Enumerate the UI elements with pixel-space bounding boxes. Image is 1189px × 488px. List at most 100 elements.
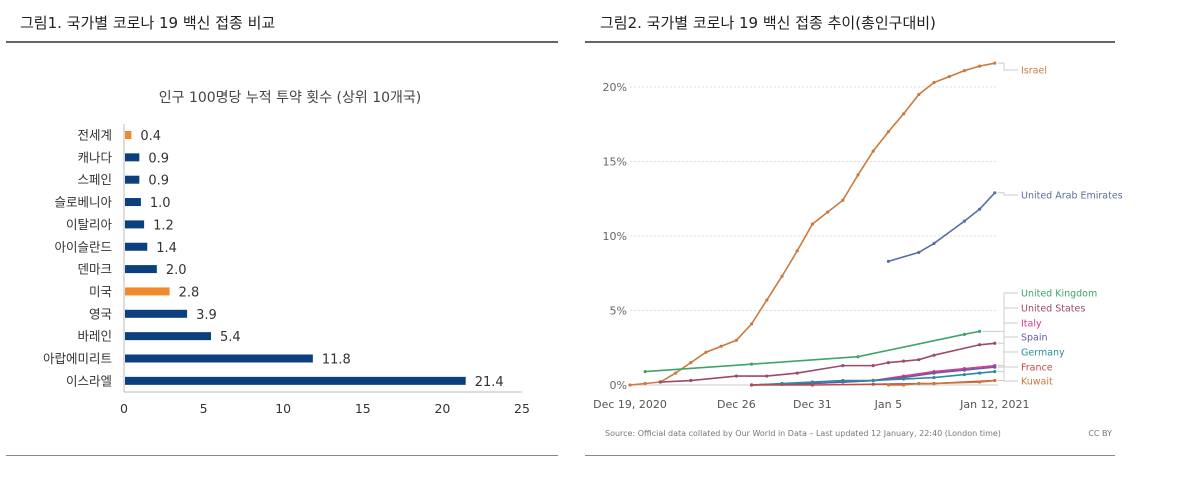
data-point — [856, 173, 860, 177]
data-point — [871, 378, 875, 383]
value-label: 11.8 — [322, 353, 351, 368]
data-point — [750, 383, 754, 387]
data-point — [750, 322, 754, 326]
legend-connector — [997, 307, 1018, 344]
series-line-united-arab-emirates — [888, 192, 996, 263]
legend-label: Italy — [1021, 319, 1042, 330]
data-point — [719, 344, 723, 348]
data-point — [902, 112, 906, 116]
x-tick-label: 20 — [434, 401, 450, 416]
legend-connector — [982, 292, 1018, 332]
value-label: 1.4 — [156, 241, 177, 256]
data-point — [932, 353, 936, 357]
data-point — [993, 365, 997, 369]
figure2-title: 그림2. 국가별 코로나 19 백신 접종 추이(총인구대비) — [600, 14, 936, 32]
data-point — [978, 380, 982, 384]
legend-label: Israel — [1021, 66, 1047, 77]
data-point — [689, 378, 693, 383]
data-point — [962, 332, 967, 336]
legend-connector — [997, 351, 1018, 373]
value-label: 0.4 — [140, 129, 161, 144]
data-point — [750, 362, 754, 366]
legend-connector — [997, 192, 1018, 196]
bar — [125, 242, 148, 251]
bar — [125, 376, 466, 385]
license-label: CC BY — [1088, 429, 1112, 438]
data-point — [643, 369, 647, 374]
data-point — [886, 383, 891, 387]
data-point — [826, 210, 830, 214]
data-point — [993, 191, 997, 195]
bar — [125, 332, 211, 341]
data-point — [917, 250, 921, 254]
value-label: 3.9 — [196, 308, 217, 323]
value-label: 5.4 — [220, 330, 241, 345]
value-label: 0.9 — [148, 151, 169, 166]
category-label: 슬로베니아 — [54, 195, 112, 210]
data-point — [628, 383, 632, 387]
data-point — [962, 368, 967, 372]
legend-label: United States — [1021, 304, 1085, 315]
figure1-bottom-rule — [6, 455, 558, 456]
figure2-bottom-rule — [585, 455, 1115, 456]
data-point — [902, 359, 906, 363]
x-tick-label: Dec 19, 2020 — [593, 398, 667, 411]
legend-label: Spain — [1021, 333, 1048, 344]
legend-label: Germany — [1021, 348, 1065, 359]
data-point — [780, 274, 784, 278]
value-label: 0.9 — [148, 174, 169, 189]
data-point — [902, 383, 906, 387]
y-tick-label: 10% — [603, 230, 627, 243]
data-point — [917, 92, 921, 97]
category-label: 미국 — [89, 284, 112, 299]
x-tick-label: 10 — [275, 401, 291, 416]
data-point — [841, 364, 845, 368]
data-point — [871, 382, 875, 386]
value-label: 1.2 — [153, 218, 174, 233]
legend-connector — [997, 62, 1018, 71]
x-tick-label: Jan 12, 2021 — [959, 398, 1029, 411]
y-tick-label: 5% — [610, 305, 627, 318]
data-point — [689, 361, 693, 365]
x-tick-label: Dec 31 — [793, 398, 832, 411]
x-tick-label: 0 — [120, 401, 128, 416]
data-point — [810, 222, 815, 226]
legend-label: United Kingdom — [1021, 289, 1097, 300]
data-point — [810, 383, 815, 387]
y-tick-label: 15% — [603, 156, 627, 169]
data-point — [795, 371, 799, 375]
series-line-kuwait — [888, 379, 995, 386]
data-point — [978, 371, 982, 375]
data-point — [810, 380, 815, 384]
data-point — [795, 249, 799, 253]
data-point — [886, 361, 891, 365]
bar-chart-title: 인구 100명당 누적 투약 횟수 (상위 10개국) — [159, 90, 421, 106]
data-point — [962, 69, 967, 73]
data-point — [765, 374, 769, 378]
category-label: 아랍에미리트 — [43, 351, 112, 366]
category-label: 전세계 — [77, 128, 112, 143]
y-tick-label: 20% — [603, 81, 627, 94]
data-point — [917, 358, 921, 362]
data-point — [932, 80, 936, 85]
bar — [125, 131, 132, 139]
data-point — [674, 371, 678, 375]
value-label: 1.0 — [150, 196, 171, 211]
data-point — [643, 381, 647, 386]
bar — [125, 153, 140, 162]
data-point — [978, 329, 982, 333]
data-point — [917, 381, 921, 386]
data-point — [658, 380, 663, 384]
data-point — [978, 207, 982, 211]
series-line-united-kingdom — [645, 330, 980, 373]
value-label: 21.4 — [475, 375, 504, 390]
bar — [125, 220, 145, 229]
data-point — [947, 74, 951, 79]
data-point — [932, 241, 936, 246]
x-tick-label: 15 — [355, 401, 371, 416]
legend-connector — [997, 322, 1018, 367]
data-point — [841, 378, 845, 383]
category-label: 이탈리아 — [66, 217, 113, 232]
value-label: 2.0 — [166, 263, 187, 278]
